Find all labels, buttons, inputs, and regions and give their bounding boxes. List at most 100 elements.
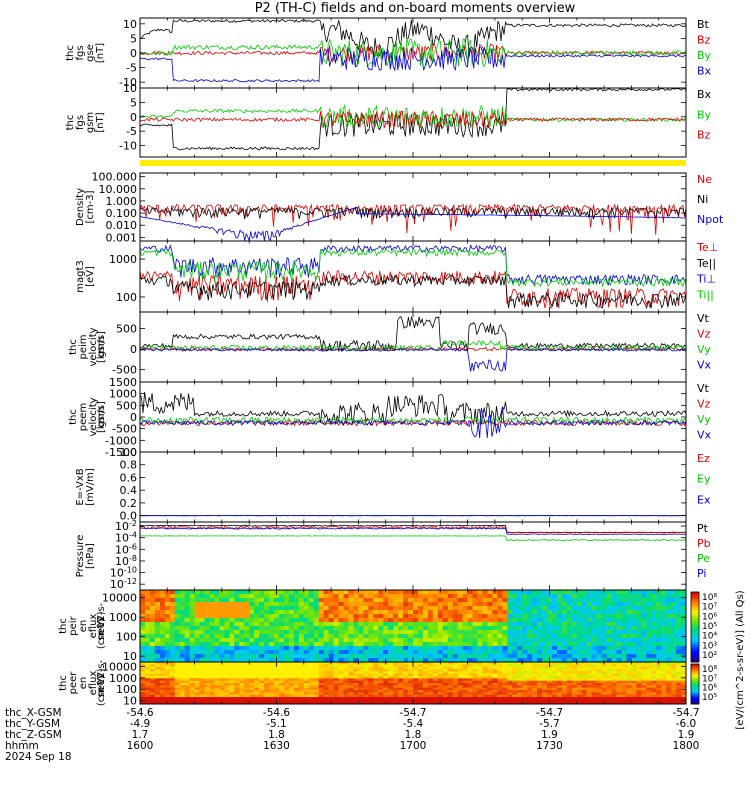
peer-eflux-ylabel-line-2: en — [78, 677, 89, 690]
peer-eflux-ylabel-line-0: thc — [58, 675, 69, 691]
fgs-gse-series-0 — [140, 18, 687, 59]
temperature-series-2 — [139, 244, 687, 286]
x-row-label-1: thc_Y-GSM — [5, 718, 60, 730]
pressure-legend-2: Pe — [697, 552, 710, 565]
fgs-gsm-ylabel-line-2: gsm — [85, 112, 96, 133]
temperature-series-1 — [139, 273, 687, 310]
peim-velocity-tick-label-2: -500 — [112, 364, 137, 377]
density-legend-1: Ni — [697, 193, 708, 206]
temperature-ylabel-line-1: [eV] — [85, 266, 96, 287]
peem-velocity-legend-3: Vx — [697, 429, 712, 442]
peem-velocity-tick-label-6: -1500 — [105, 446, 137, 459]
peem-velocity-ylabel-line-1: peem — [78, 403, 89, 431]
peer-eflux-ylabel-line-3: eflux — [88, 671, 99, 696]
peer-eflux-ylabel-line-5: (cm^2-s- — [96, 659, 107, 706]
peim-velocity-series-0 — [139, 315, 687, 353]
pressure-tick-label-5: 10-12 — [110, 577, 137, 591]
density-tick-label-0: 100.000 — [92, 171, 138, 184]
fgs-gse-tick-label-1: 5 — [130, 32, 137, 45]
upper-colorbar — [690, 591, 700, 663]
fgs-gsm-ylabel-line-1: fgs — [75, 115, 86, 130]
temperature-series-3 — [139, 247, 687, 288]
x-col-0-y: -4.9 — [130, 718, 151, 730]
peem-velocity-tick-label-4: -500 — [112, 423, 137, 436]
density-ylabel-line-0: Density — [75, 188, 86, 226]
efield-tick-label-4: 0.2 — [120, 497, 138, 510]
peim-velocity-ylabel-line-4: [km/s] — [96, 331, 107, 363]
efield-tick-label-1: 0.8 — [120, 459, 138, 472]
lower-colorbar-tick-0: 10⁸ — [702, 665, 717, 675]
density-series-1 — [139, 206, 687, 220]
peem-velocity-ylabel-line-0: thc — [68, 409, 79, 425]
peim-velocity-ylabel-line-0: thc — [68, 339, 79, 355]
peem-velocity-tick-label-0: 1500 — [109, 376, 137, 389]
fgs-gse-legend-0: Bt — [697, 18, 710, 31]
peir-eflux-ylabel-line-3: eflux — [88, 614, 99, 639]
x-col-2-z: 1.8 — [405, 729, 422, 741]
x-col-1-z: 1.8 — [268, 729, 285, 741]
peim-velocity-ylabel-line-3: gsm — [96, 336, 107, 357]
fgs-gse-ylabel-line-0: thc — [65, 45, 76, 61]
fgs-gsm-tick-label-1: 5 — [130, 96, 137, 109]
fgs-gsm-series-2 — [139, 109, 687, 129]
fgs-gse-tick-label-2: 0 — [130, 47, 137, 60]
lower-colorbar-tick-1: 10⁷ — [702, 674, 717, 684]
efield-tick-label-3: 0.4 — [120, 484, 138, 497]
peem-velocity-tick-label-5: -1000 — [105, 434, 137, 447]
peim-velocity-ylabel-line-2: velocity — [88, 327, 99, 366]
fgs-gsm-tick-label-4: -10 — [119, 140, 137, 153]
peer-eflux-tick-label-0: 10000 — [102, 661, 137, 674]
fgs-gse-legend-3: Bx — [697, 65, 712, 78]
peem-velocity-series-1 — [139, 418, 687, 427]
quality-flag-bar — [140, 160, 686, 166]
temperature-legend-3: Ti|| — [696, 288, 714, 301]
efield-frame — [139, 451, 687, 523]
x-col-1-t: 1630 — [263, 740, 290, 752]
peim-velocity-series-2 — [139, 340, 687, 352]
peem-velocity-ylabel-line-3: gsm — [96, 406, 107, 427]
density-legend-0: Ne — [697, 173, 712, 186]
fgs-gse-tick-label-4: -10 — [119, 76, 137, 89]
peem-velocity-legend-0: Vt — [697, 382, 710, 395]
fgs-gsm-ylabel-line-0: thc — [65, 115, 76, 131]
peim-velocity-tick-label-0: 500 — [116, 322, 137, 335]
upper-colorbar-tick-0: 10⁸ — [702, 593, 717, 603]
efield-tick-label-5: 0.0 — [120, 510, 138, 523]
fgs-gsm-legend-1: By — [697, 108, 712, 121]
figure-title: P2 (TH-C) fields and on-board moments ov… — [255, 1, 576, 16]
fgs-gse-legend-2: By — [697, 49, 712, 62]
temperature-legend-0: Te⊥ — [696, 241, 718, 254]
peem-velocity-ylabel-line-2: velocity — [88, 397, 99, 436]
x-col-2-x: -54.7 — [399, 707, 426, 719]
x-col-4-y: -6.0 — [676, 718, 697, 730]
x-col-1-x: -54.6 — [263, 707, 290, 719]
x-col-3-y: -5.7 — [539, 718, 560, 730]
efield-legend-1: Ey — [697, 473, 711, 486]
temperature-ylabel-line-0: magt3 — [75, 260, 86, 293]
peer-eflux-ylabel-line-6: sr-eV) — [96, 668, 107, 697]
peem-velocity-legend-2: Vy — [697, 413, 711, 426]
lower-colorbar-tick-2: 10⁶ — [702, 684, 717, 694]
efield-ylabel-line-1: [mV/m] — [85, 468, 96, 506]
x-row-label-4: 2024 Sep 18 — [5, 751, 72, 763]
fgs-gsm-legend-2: Bz — [697, 129, 711, 142]
upper-colorbar-tick-1: 10⁷ — [702, 603, 717, 613]
peir-eflux-ylabel-line-2: en — [78, 620, 89, 633]
peir-eflux-tick-label-3: 10 — [123, 650, 137, 663]
pressure-ylabel-line-0: Pressure — [75, 535, 86, 578]
efield-tick-label-2: 0.6 — [120, 471, 138, 484]
peer-eflux-tick-label-2: 100 — [116, 683, 137, 696]
pressure-legend-1: Pb — [697, 537, 711, 550]
density-tick-label-2: 1.000 — [106, 195, 138, 208]
x-col-4-x: -54.7 — [672, 707, 699, 719]
temperature-legend-2: Ti⊥ — [696, 273, 716, 286]
x-col-0-x: -54.6 — [126, 707, 153, 719]
peim-velocity-legend-2: Vy — [697, 343, 711, 356]
peer-eflux-ylabel-line-1: peer — [68, 671, 79, 695]
x-col-3-t: 1730 — [536, 740, 563, 752]
fgs-gsm-ylabel-line-3: [nT] — [95, 112, 106, 132]
temperature-legend-1: Te|| — [696, 257, 716, 270]
